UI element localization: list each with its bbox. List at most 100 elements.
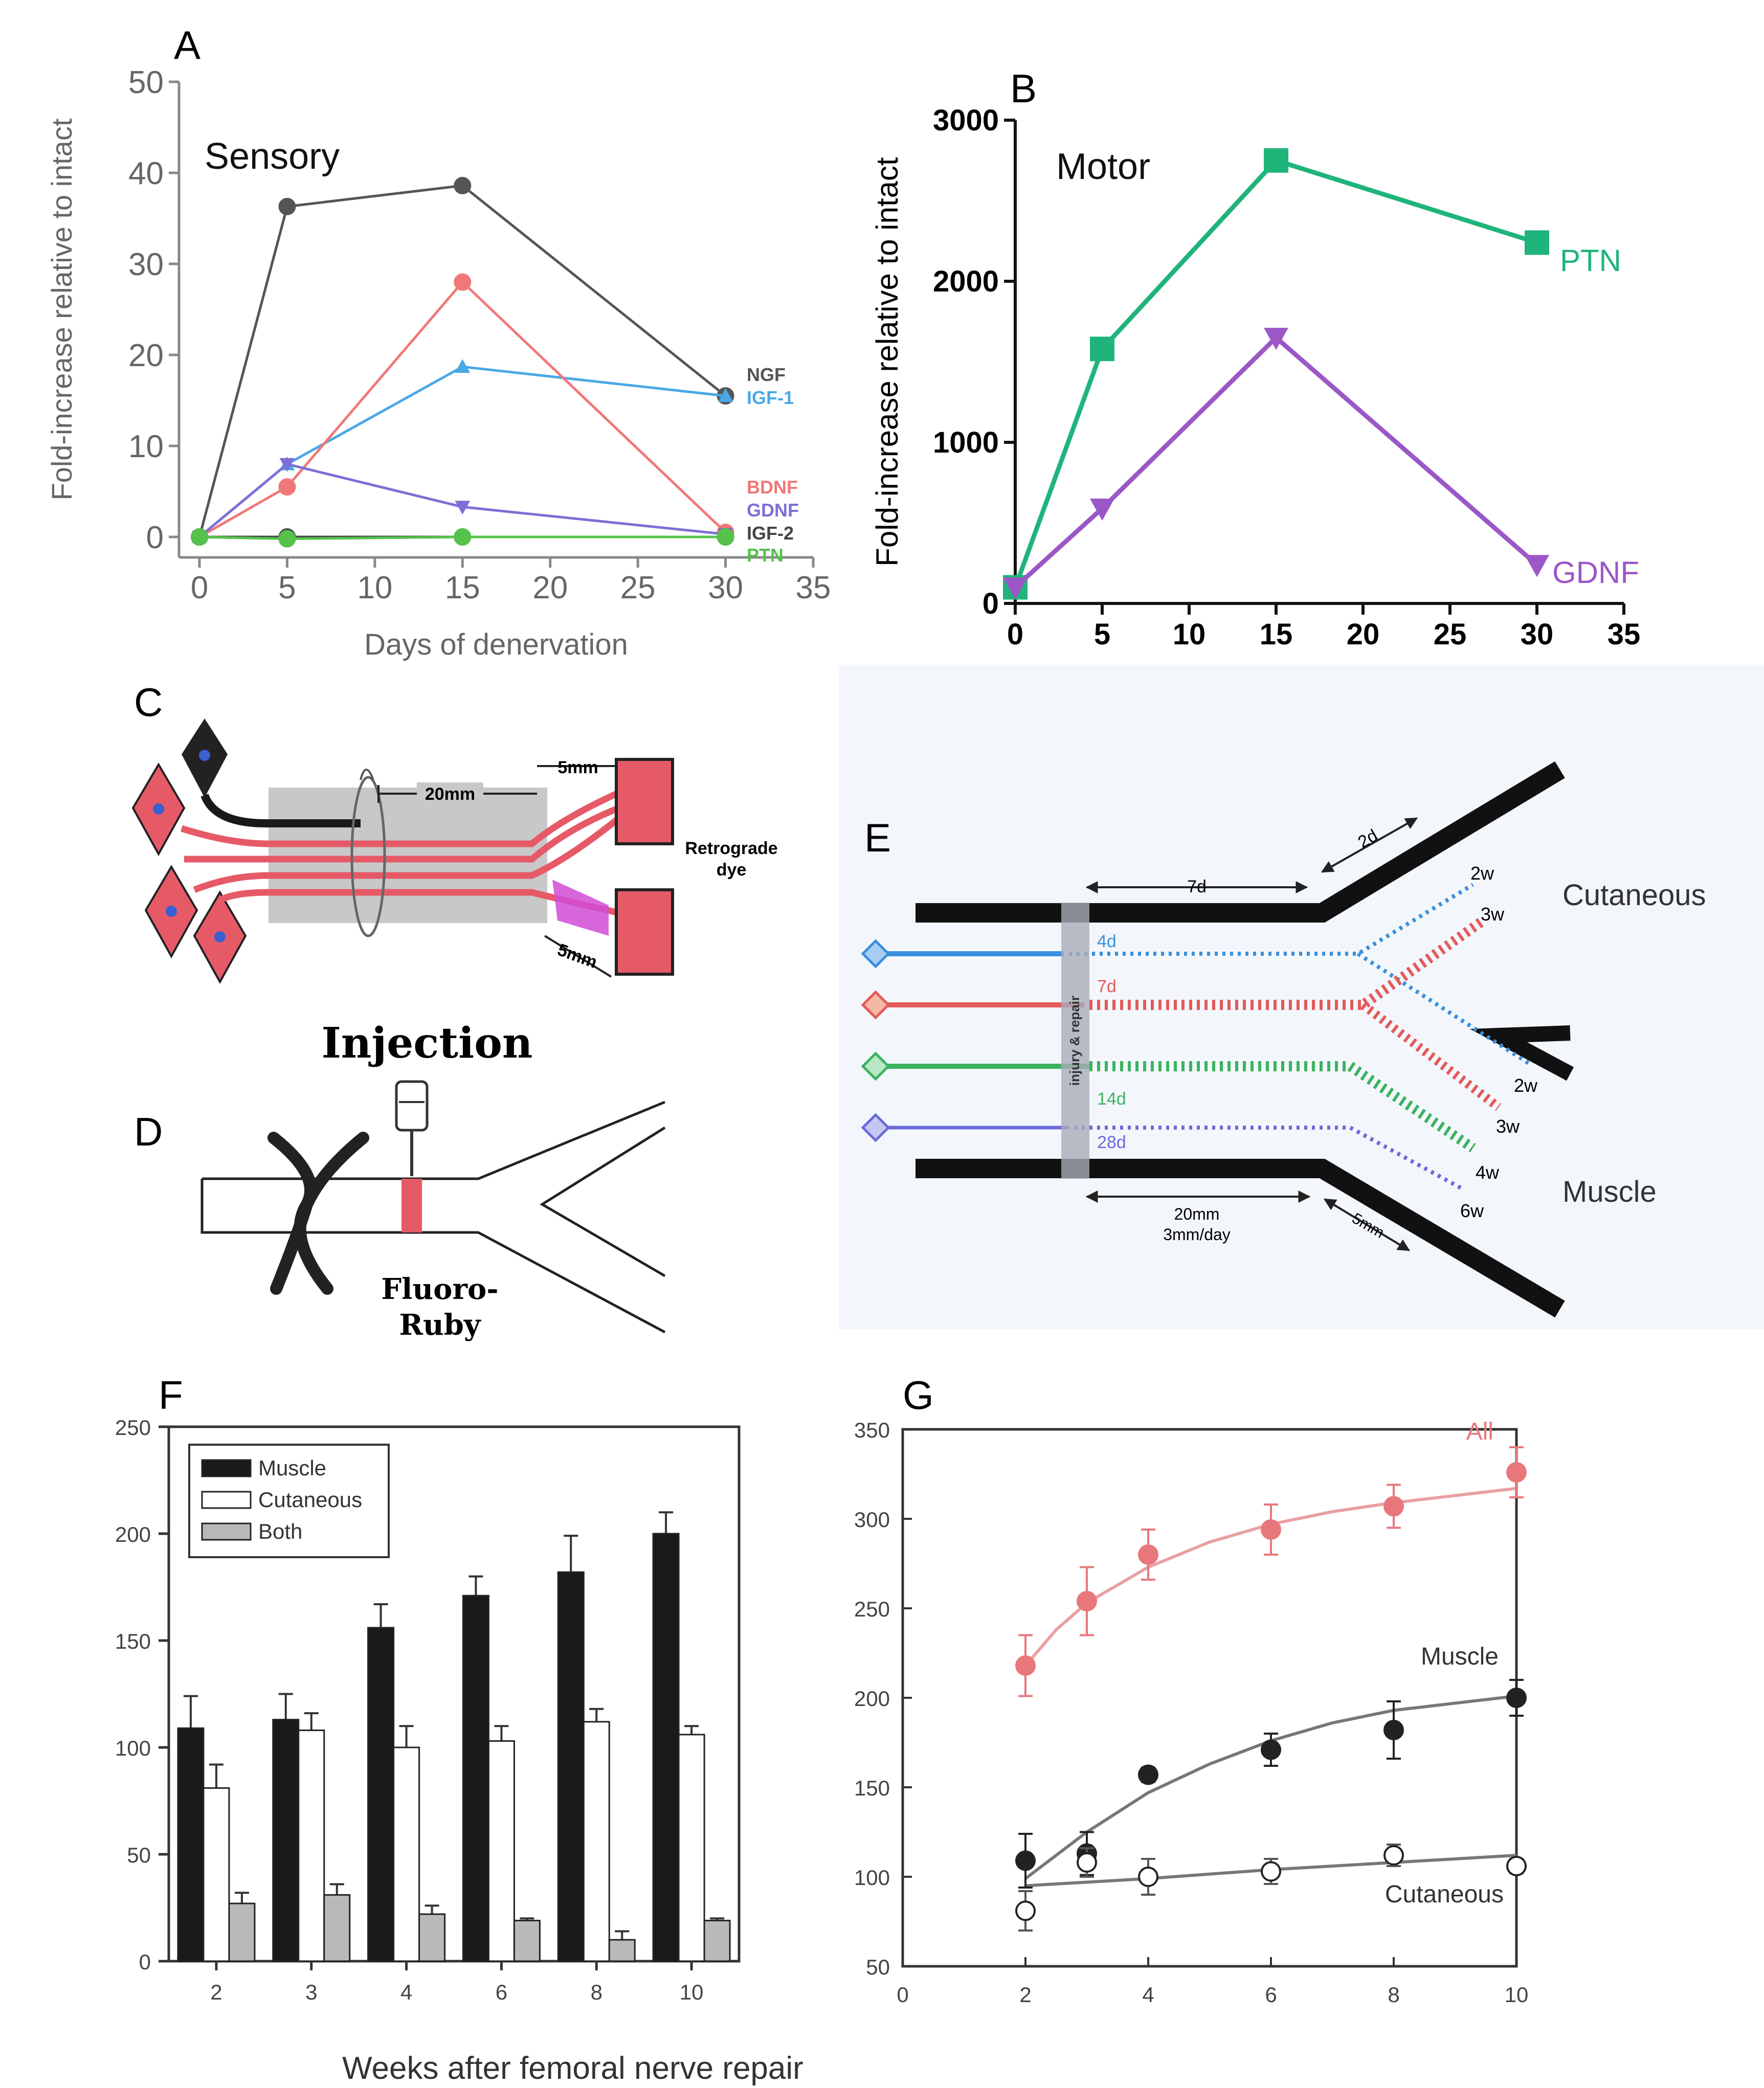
legend-label-ptn: PTN xyxy=(747,545,784,566)
x-tick-label: 6 xyxy=(1265,1983,1277,2007)
bar-both xyxy=(513,1920,541,1962)
y-tick-label: 250 xyxy=(854,1597,890,1621)
x-tick-label: 15 xyxy=(1260,618,1293,651)
syringe-icon xyxy=(395,1080,429,1132)
x-tick-label: 20 xyxy=(532,570,568,605)
bar-both xyxy=(703,1920,731,1962)
data-point-muscle xyxy=(1383,1720,1404,1740)
injury-repair-label: injury & repair xyxy=(1067,996,1082,1086)
data-point-cutaneous xyxy=(1015,1900,1036,1921)
panel-g-scatter-chart: G 50 100 150 200 250 300 350 0 2 4 6 8 10 All Muscle Cu… xyxy=(854,1373,1528,2007)
data-point-ptn xyxy=(1525,230,1549,255)
label-2w-bottom: 2w xyxy=(1514,1075,1538,1096)
x-tick-label: 25 xyxy=(620,570,656,605)
bar-muscle xyxy=(367,1627,395,1962)
data-point-bdnf xyxy=(278,478,296,496)
x-tick-label: 8 xyxy=(591,1980,602,2004)
nerve-border-top xyxy=(916,761,1565,923)
axon-black xyxy=(200,793,361,827)
y-tick-label: 30 xyxy=(128,247,164,282)
x-tick-label: 25 xyxy=(1434,618,1467,651)
dim-arrow-5mm xyxy=(1323,1198,1411,1251)
label-14d: 14d xyxy=(1097,1089,1126,1109)
y-axis-label: Fold-increase relative to intact xyxy=(870,157,904,567)
fit-curve-all xyxy=(1024,1487,1517,1667)
panel-d-letter: D xyxy=(134,1109,163,1154)
series-line-ptn xyxy=(199,535,726,541)
legend-label-bdnf: BDNF xyxy=(747,477,798,498)
data-point-ptn xyxy=(278,530,296,548)
y-tick-label: 350 xyxy=(854,1418,890,1442)
data-point-all xyxy=(1506,1462,1527,1483)
y-tick-label: 150 xyxy=(115,1629,151,1653)
x-axis-label: Days of denervation xyxy=(364,628,628,661)
retrograde-label-1: Retrograde xyxy=(685,839,777,858)
label-cutaneous: Cutaneous xyxy=(1562,879,1706,912)
y-tick-label: 50 xyxy=(127,1843,151,1867)
y-tick-label: 100 xyxy=(115,1736,151,1760)
y-tick-label: 0 xyxy=(146,520,164,555)
panel-e-diagram: E injury & repair 7d 2d 4d 7d 14d 28d 2w xyxy=(839,665,1764,1330)
fit-curve-muscle xyxy=(1024,1694,1517,1880)
bar-cutaneous xyxy=(487,1740,515,1962)
bar-muscle xyxy=(462,1595,489,1962)
y-tick-label: 1000 xyxy=(933,426,999,459)
label-muscle: Muscle xyxy=(1562,1175,1657,1208)
data-point-cutaneous xyxy=(1383,1845,1404,1866)
suture-loop xyxy=(350,776,386,937)
fluoro-label-1: Fluoro- xyxy=(381,1272,498,1306)
label-6w: 6w xyxy=(1460,1200,1484,1221)
legend-swatch-both xyxy=(201,1522,252,1541)
x-tick-label: 4 xyxy=(400,1980,412,2004)
label-2w-top: 2w xyxy=(1470,863,1494,884)
neuron-red xyxy=(861,990,890,1020)
data-point-igf-1 xyxy=(455,359,471,373)
axon-green-dotted xyxy=(1089,1061,1476,1153)
label-28d: 28d xyxy=(1097,1133,1126,1152)
nerve-outline xyxy=(200,1101,666,1334)
panel-f-letter: F xyxy=(159,1373,183,1418)
bar-both xyxy=(228,1902,256,1962)
data-point-igf-1 xyxy=(718,388,733,402)
x-tick-label: 10 xyxy=(1505,1983,1529,2007)
bar-cutaneous xyxy=(393,1746,420,1962)
x-tick-label: 15 xyxy=(445,570,480,605)
panel-a-sensory-chart: A 0 10 20 30 40 50 0 5 10 15 20 25 30 35 Days of dener… xyxy=(46,23,831,661)
series-line-gdnf xyxy=(1013,334,1538,589)
data-point-all xyxy=(1261,1519,1281,1540)
bar-both xyxy=(323,1894,351,1962)
data-point-ptn xyxy=(454,528,472,546)
x-tick-label: 2 xyxy=(210,1980,222,2004)
x-tick-label: 4 xyxy=(1142,1983,1154,2007)
x-tick-label: 5 xyxy=(278,570,296,605)
legend-label-muscle: Muscle xyxy=(258,1456,326,1480)
legend-label-igf-1: IGF-1 xyxy=(747,387,794,408)
retrograde-label-2: dye xyxy=(717,860,747,880)
fluoro-ruby-injection-site xyxy=(401,1179,422,1232)
data-point-ptn xyxy=(191,528,208,546)
bar-cutaneous xyxy=(583,1721,610,1962)
panel-d-diagram: Injection D Fluoro- Ruby xyxy=(134,1019,666,1342)
panel-f-bar-chart: F 0 50 100 150 200 250 2 3 4 6 8 10 Weeks after femo… xyxy=(115,1373,803,2086)
y-tick-label: 300 xyxy=(854,1508,890,1532)
data-point-all xyxy=(1383,1496,1404,1517)
legend-label-cutaneous: Cutaneous xyxy=(258,1488,362,1512)
series-label-cutaneous: Cutaneous xyxy=(1385,1881,1504,1908)
fluoro-label-2: Ruby xyxy=(399,1308,481,1342)
bar-muscle xyxy=(272,1719,300,1962)
x-tick-label: 30 xyxy=(1521,618,1554,651)
data-point-cutaneous xyxy=(1506,1856,1527,1876)
data-point-gdnf xyxy=(279,458,295,472)
nerve-border-bottom xyxy=(916,1159,1565,1318)
y-tick-label: 2000 xyxy=(933,265,999,298)
dim-label-20mm: 20mm xyxy=(425,784,475,804)
data-point-all xyxy=(1077,1591,1097,1611)
neuron-nucleus xyxy=(214,931,226,942)
data-point-muscle xyxy=(1138,1764,1158,1785)
y-tick-label: 200 xyxy=(854,1687,890,1711)
data-point-all xyxy=(1138,1544,1158,1565)
label-4d: 4d xyxy=(1097,932,1117,951)
data-point-ngf xyxy=(278,197,296,215)
series-label-all: All xyxy=(1466,1418,1493,1445)
